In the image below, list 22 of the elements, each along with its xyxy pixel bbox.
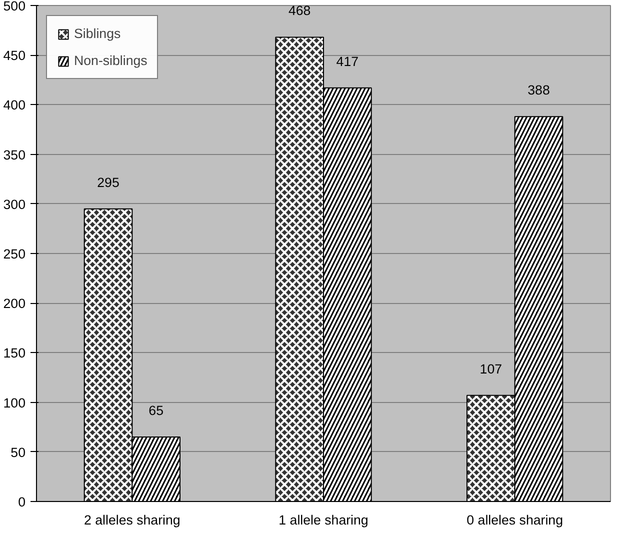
y-tick-label: 150 [3,346,26,361]
y-tick-label: 500 [3,0,26,14]
y-tick-label: 200 [3,296,26,312]
x-tick-label: 0 alleles sharing [466,512,564,528]
y-tick-label: 100 [3,395,26,410]
data-label: 107 [480,361,502,376]
y-tick-label: 400 [3,98,26,113]
data-label: 65 [148,403,164,418]
x-tick-label: 1 allele sharing [278,512,368,528]
legend-label: Siblings [74,26,121,41]
data-label: 468 [288,3,311,18]
data-label: 417 [336,54,359,69]
x-tick-label: 2 alleles sharing [84,512,180,528]
legend-label: Non-siblings [74,53,148,68]
y-tick-label: 250 [3,246,26,262]
data-label: 388 [528,82,550,98]
y-tick-label: 300 [3,196,26,212]
y-tick-label: 0 [18,494,26,510]
y-tick-label: 350 [3,147,26,162]
data-label: 295 [97,174,120,190]
y-tick-label: 450 [3,48,26,64]
y-tick-label: 50 [10,444,26,460]
